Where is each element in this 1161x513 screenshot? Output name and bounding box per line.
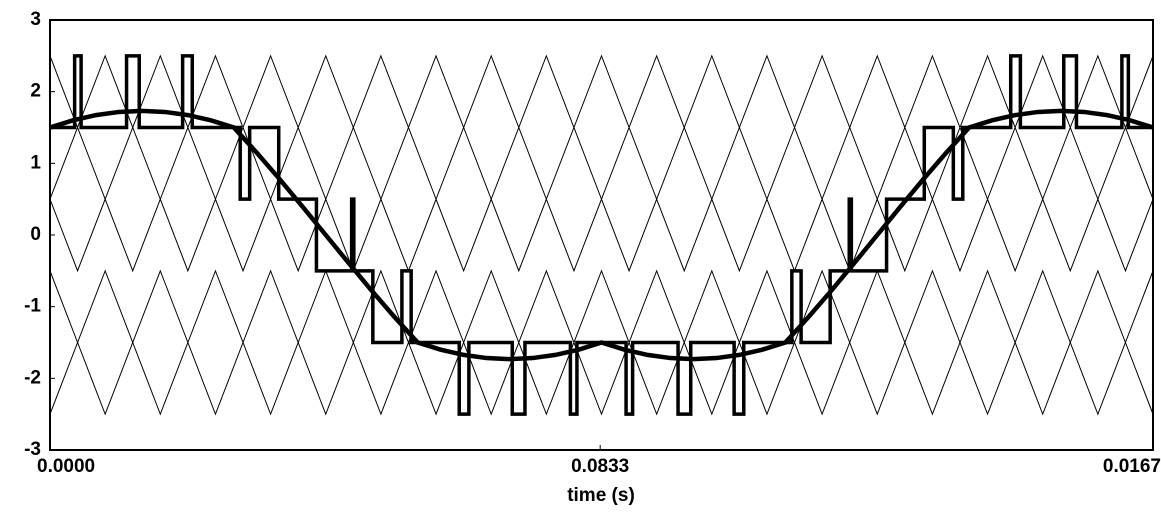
line [50,197,1153,273]
y-tick-label: -1 [24,296,41,317]
plot-frame [49,19,1154,451]
y-tick-label: -2 [24,367,41,388]
y-tick-label: 1 [30,152,41,173]
y-tick-label: 2 [30,81,41,102]
line [50,108,1153,362]
plot-area [50,54,1153,416]
line [50,54,1153,129]
line [50,126,1153,201]
y-tick-label: -3 [24,439,41,460]
line [50,269,1153,344]
x-tick-label: 0.0833 [571,456,629,477]
x-tick-label: 0.0000 [37,456,95,477]
y-tick-label: 3 [30,9,41,30]
line [50,341,1153,416]
x-axis-label: time (s) [567,485,635,506]
x-tick-label: 0.0167 [1103,456,1161,477]
step-line [50,54,1153,416]
y-tick-label: 0 [30,224,41,245]
